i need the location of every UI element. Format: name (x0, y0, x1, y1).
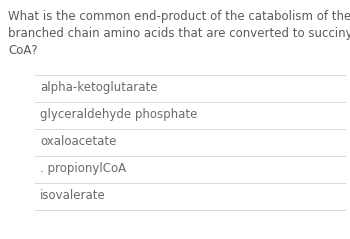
Text: What is the common end-product of the catabolism of the: What is the common end-product of the ca… (8, 10, 350, 23)
Text: . propionylCoA: . propionylCoA (40, 162, 126, 175)
Text: isovalerate: isovalerate (40, 189, 106, 202)
Text: CoA?: CoA? (8, 44, 38, 57)
Text: glyceraldehyde phosphate: glyceraldehyde phosphate (40, 108, 197, 121)
Text: branched chain amino acids that are converted to succinyl: branched chain amino acids that are conv… (8, 27, 350, 40)
Text: alpha-ketoglutarate: alpha-ketoglutarate (40, 81, 158, 94)
Text: oxaloacetate: oxaloacetate (40, 135, 116, 148)
